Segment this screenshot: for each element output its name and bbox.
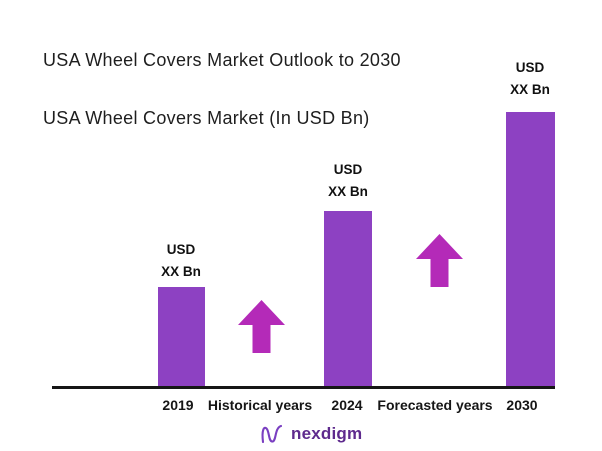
growth-arrow-icon: [238, 300, 285, 353]
bar-2019: [158, 287, 205, 387]
bar-value-line1: USD: [515, 60, 545, 75]
bar-2024: [324, 211, 372, 387]
x-tick-2019: 2019: [162, 397, 194, 413]
bar-value-line2: XX Bn: [510, 82, 550, 97]
bar-value-label-2030: USD XX Bn: [510, 57, 550, 101]
chart-title: USA Wheel Covers Market Outlook to 2030: [43, 50, 401, 70]
bar-value-line1: USD: [333, 162, 363, 177]
x-tick-2030: 2030: [506, 397, 538, 413]
bar-2030: [506, 112, 555, 387]
axis-annotation-forecasted: Forecasted years: [377, 397, 493, 413]
axis-annotation-historical: Historical years: [207, 397, 313, 413]
chart-subtitle: USA Wheel Covers Market (In USD Bn): [43, 108, 370, 128]
brand-logo: nexdigm: [259, 422, 362, 446]
bar-value-line2: XX Bn: [161, 264, 201, 279]
bar-value-label-2019: USD XX Bn: [161, 239, 201, 283]
bar-value-label-2024: USD XX Bn: [328, 159, 368, 203]
bar-value-line1: USD: [166, 242, 196, 257]
nexdigm-logo-icon: [261, 424, 283, 444]
growth-arrow-icon: [416, 234, 463, 287]
x-tick-2024: 2024: [331, 397, 363, 413]
brand-name: nexdigm: [291, 424, 363, 443]
bar-value-line2: XX Bn: [328, 184, 368, 199]
x-axis-line: [52, 386, 555, 389]
